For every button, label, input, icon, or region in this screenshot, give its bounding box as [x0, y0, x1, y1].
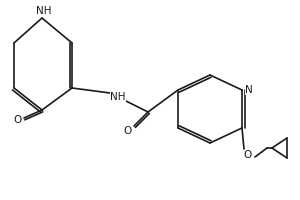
- Text: NH: NH: [110, 92, 126, 102]
- Text: O: O: [14, 115, 22, 125]
- Text: N: N: [245, 85, 253, 95]
- Text: NH: NH: [36, 6, 52, 16]
- Text: O: O: [244, 150, 252, 160]
- Text: O: O: [124, 126, 132, 136]
